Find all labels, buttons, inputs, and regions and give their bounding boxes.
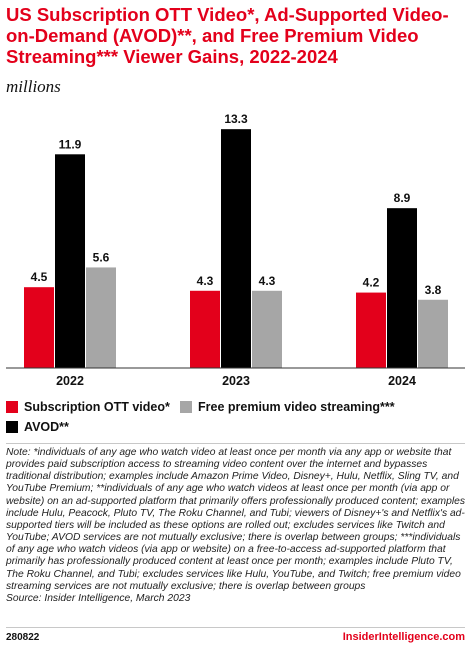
data-label-2024-series-1: 8.9 xyxy=(394,191,411,205)
data-label-2024-series-0: 4.2 xyxy=(363,276,380,290)
legend-label-avod: AVOD** xyxy=(24,420,69,434)
bar-2023-series-2 xyxy=(252,290,282,368)
legend-item-free: Free premium video streaming*** xyxy=(180,400,395,414)
legend-label-free: Free premium video streaming*** xyxy=(198,400,395,414)
bar-2022-series-2 xyxy=(86,267,116,368)
bar-2024-series-0 xyxy=(356,292,386,368)
footnote: Note: *individuals of any age who watch … xyxy=(6,447,468,605)
bar-2023-series-1 xyxy=(221,129,251,368)
data-label-2023-series-0: 4.3 xyxy=(197,274,214,288)
bar-chart: 4.5 11.9 5.6 2022 4.3 13.3 4.3 2023 4.2 8.9 3.8 202… xyxy=(6,112,465,388)
bar-2022-series-0 xyxy=(24,287,54,368)
data-label-2023-series-2: 4.3 xyxy=(259,274,276,288)
source-text: Source: Insider Intelligence, March 2023 xyxy=(6,592,191,604)
data-label-2022-series-2: 5.6 xyxy=(93,250,110,264)
legend-item-subscription: Subscription OTT video* xyxy=(6,400,170,414)
data-label-2022-series-1: 11.9 xyxy=(59,137,82,151)
x-tick-label-2024: 2024 xyxy=(388,374,416,388)
bar-2023-series-0 xyxy=(190,290,220,368)
bar-2022-series-1 xyxy=(55,154,85,368)
legend-swatch-avod xyxy=(6,421,18,433)
bar-2024-series-1 xyxy=(387,208,417,368)
data-label-2024-series-2: 3.8 xyxy=(425,283,442,297)
x-tick-label-2022: 2022 xyxy=(56,374,84,388)
brand-logo-text: InsiderIntelligence.com xyxy=(342,631,465,643)
chart-subtitle: millions xyxy=(6,77,61,96)
legend-item-avod: AVOD** xyxy=(6,420,69,434)
footer-divider xyxy=(6,627,465,628)
chart-title: US Subscription OTT Video*, Ad-Supported… xyxy=(6,4,449,67)
legend-swatch-subscription xyxy=(6,401,18,413)
legend-label-subscription: Subscription OTT video* xyxy=(24,400,170,414)
note-divider xyxy=(6,443,465,444)
chart-id: 280822 xyxy=(6,632,40,643)
x-tick-label-2023: 2023 xyxy=(222,374,250,388)
bar-2024-series-2 xyxy=(418,299,448,368)
legend-swatch-free xyxy=(180,401,192,413)
data-label-2022-series-0: 4.5 xyxy=(31,270,48,284)
footnote-text: Note: *individuals of any age who watch … xyxy=(6,447,466,592)
data-label-2023-series-1: 13.3 xyxy=(224,112,248,126)
